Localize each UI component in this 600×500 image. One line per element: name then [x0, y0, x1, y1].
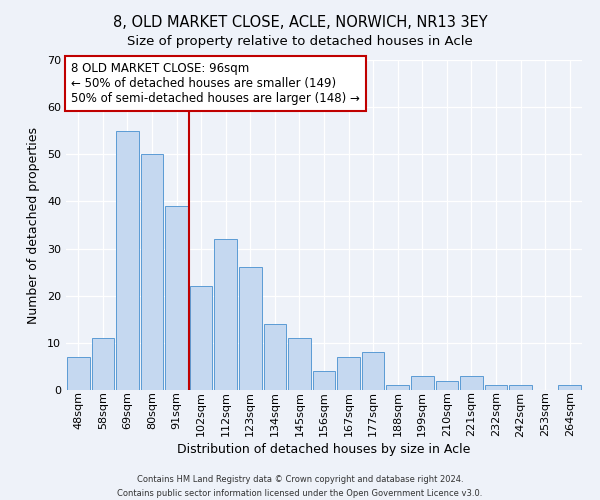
Bar: [313, 371, 335, 390]
Bar: [140, 154, 163, 390]
Bar: [190, 286, 212, 390]
Bar: [67, 357, 89, 390]
Bar: [116, 130, 139, 390]
Bar: [92, 338, 114, 390]
Y-axis label: Number of detached properties: Number of detached properties: [27, 126, 40, 324]
Bar: [509, 386, 532, 390]
Text: 8 OLD MARKET CLOSE: 96sqm
← 50% of detached houses are smaller (149)
50% of semi: 8 OLD MARKET CLOSE: 96sqm ← 50% of detac…: [71, 62, 360, 104]
Bar: [411, 376, 434, 390]
Bar: [214, 239, 237, 390]
Bar: [485, 386, 508, 390]
Text: 8, OLD MARKET CLOSE, ACLE, NORWICH, NR13 3EY: 8, OLD MARKET CLOSE, ACLE, NORWICH, NR13…: [113, 15, 487, 30]
Bar: [386, 386, 409, 390]
Text: Contains HM Land Registry data © Crown copyright and database right 2024.
Contai: Contains HM Land Registry data © Crown c…: [118, 476, 482, 498]
Bar: [239, 268, 262, 390]
Text: Size of property relative to detached houses in Acle: Size of property relative to detached ho…: [127, 35, 473, 48]
Bar: [288, 338, 311, 390]
Bar: [460, 376, 483, 390]
Bar: [362, 352, 385, 390]
Bar: [337, 357, 360, 390]
Bar: [165, 206, 188, 390]
Bar: [263, 324, 286, 390]
Bar: [559, 386, 581, 390]
X-axis label: Distribution of detached houses by size in Acle: Distribution of detached houses by size …: [178, 444, 470, 456]
Bar: [436, 380, 458, 390]
